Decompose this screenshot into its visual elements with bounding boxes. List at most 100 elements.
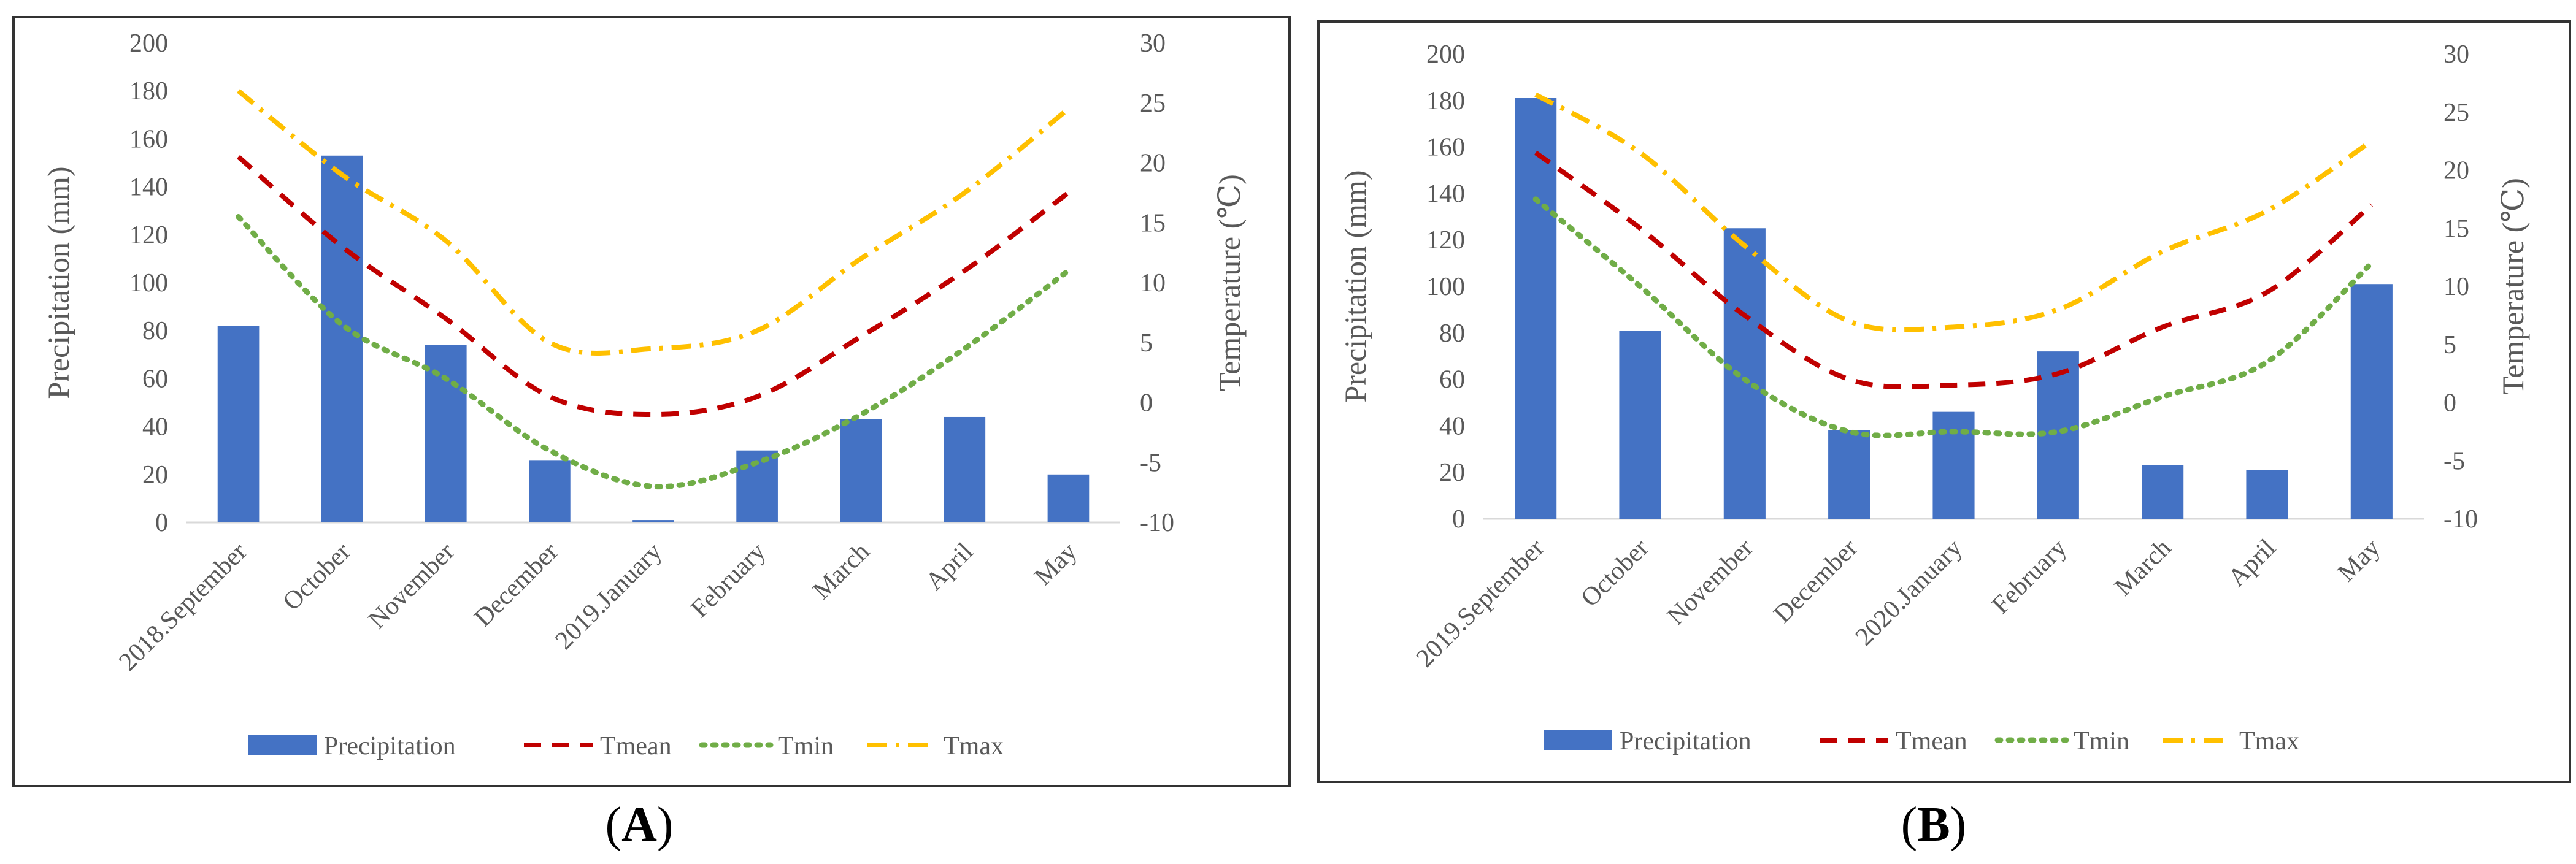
precipitation-bar xyxy=(2350,284,2393,519)
x-tick-label: November xyxy=(363,538,460,635)
y-tick-label: 140 xyxy=(1426,180,1465,208)
y2-tick-label: -10 xyxy=(2443,505,2478,533)
precipitation-bar xyxy=(944,416,986,522)
y-tick-label: 120 xyxy=(1426,226,1465,254)
y-tick-label: 40 xyxy=(142,413,168,442)
chart-panel-b: 0 20 40 60 80 100 120 140 160 180 200 -10 -5 0 5 10 15 20… xyxy=(1317,20,2571,783)
chart-a-svg: 0 20 40 60 80 100 120 140 160 180 200 -10 -5 0 5 10 15 20… xyxy=(41,29,1247,760)
x-tick-label: March xyxy=(807,538,875,605)
precipitation-bar xyxy=(1515,98,1557,519)
y-tick-label: 80 xyxy=(1439,319,1465,348)
y2-tick-label: -5 xyxy=(1140,449,1161,477)
y-tick-label: 160 xyxy=(129,125,168,153)
y2-tick-label: 15 xyxy=(2443,215,2469,243)
y2-tick-label: 20 xyxy=(1140,150,1166,178)
tmin-line xyxy=(236,213,1071,490)
x-tick-label: 2020.January xyxy=(1850,534,1968,652)
x-tick-label: 2019.September xyxy=(1411,534,1550,673)
x-tick-label: February xyxy=(1986,534,2072,620)
precipitation-bar xyxy=(632,520,674,522)
y2-axis-title: Temperature (℃) xyxy=(2496,178,2530,395)
y2-tick-label: 30 xyxy=(2443,40,2469,69)
y2-tick-label: 25 xyxy=(2443,99,2469,127)
legend-label-tmax: Tmax xyxy=(944,732,1004,760)
legend-swatch-precipitation xyxy=(248,735,317,755)
x-tick-label: December xyxy=(469,538,564,633)
chart-panel-a: 0 20 40 60 80 100 120 140 160 180 200 -10 -5 0 5 10 15 20… xyxy=(12,16,1291,787)
legend-label-precipitation: Precipitation xyxy=(324,732,456,760)
x-tick-label: April xyxy=(920,538,978,596)
precipitation-bar xyxy=(217,326,260,522)
tmin-line xyxy=(1532,196,2375,438)
precipitation-bar xyxy=(1828,430,1870,519)
tmean-line xyxy=(236,155,1070,418)
x-tick-label: April xyxy=(2223,534,2281,592)
y2-tick-label: 20 xyxy=(2443,157,2469,185)
legend-swatch-precipitation xyxy=(1544,730,1612,750)
panel-label-a: (A) xyxy=(605,798,674,852)
precipitation-bar xyxy=(425,345,467,522)
legend-label-tmean: Tmean xyxy=(600,732,672,760)
y2-tick-label: 10 xyxy=(2443,273,2469,301)
y-tick-label: 60 xyxy=(1439,366,1465,394)
y-tick-label: 0 xyxy=(1452,505,1465,533)
y2-tick-label: 0 xyxy=(2443,389,2456,418)
precipitation-bar xyxy=(1047,474,1090,522)
legend-label-tmean: Tmean xyxy=(1896,727,1967,755)
x-tick-label: 2018.September xyxy=(113,538,252,676)
x-tick-label: May xyxy=(2332,534,2386,587)
y2-tick-label: 25 xyxy=(1140,90,1166,118)
y2-tick-label: 0 xyxy=(1140,389,1153,418)
y-axis-title: Precipitation (mm) xyxy=(41,166,75,399)
y-tick-label: 140 xyxy=(129,174,168,202)
y2-tick-label: 10 xyxy=(1140,269,1166,297)
y2-tick-label: 15 xyxy=(1140,209,1166,237)
x-tick-label: 2019.January xyxy=(550,538,667,656)
y-tick-label: 180 xyxy=(1426,87,1465,115)
y-tick-label: 160 xyxy=(1426,134,1465,162)
x-tick-label: March xyxy=(2109,534,2177,602)
x-tick-label: December xyxy=(1769,534,1864,629)
x-tick-label: October xyxy=(278,538,356,616)
x-tick-label: May xyxy=(1029,538,1083,591)
y2-tick-label: 30 xyxy=(1140,29,1166,58)
tmax-line xyxy=(237,89,1070,356)
y-tick-label: 100 xyxy=(1426,273,1465,301)
y2-tick-label: 5 xyxy=(1140,329,1153,357)
legend-label-tmin: Tmin xyxy=(778,732,834,760)
y-tick-label: 200 xyxy=(129,29,168,58)
panel-label-b: (B) xyxy=(1901,798,1967,852)
x-tick-label: February xyxy=(685,538,771,624)
y-axis-title: Precipitation (mm) xyxy=(1338,170,1372,402)
y-tick-label: 180 xyxy=(129,77,168,105)
legend-label-tmin: Tmin xyxy=(2074,727,2129,755)
precipitation-bar xyxy=(1932,411,1975,519)
y-tick-label: 120 xyxy=(129,221,168,250)
precipitation-bar xyxy=(2142,465,2184,519)
precipitation-bar xyxy=(2246,470,2288,519)
legend-label-precipitation: Precipitation xyxy=(1620,727,1751,755)
y2-tick-label: -5 xyxy=(2443,447,2465,475)
y-tick-label: 100 xyxy=(129,269,168,297)
legend-label-tmax: Tmax xyxy=(2239,727,2299,755)
precipitation-bar xyxy=(321,155,363,522)
precipitation-bar xyxy=(1619,331,1661,519)
y2-tick-label: 5 xyxy=(2443,331,2456,359)
x-tick-label: October xyxy=(1575,534,1654,613)
chart-b-svg: 0 20 40 60 80 100 120 140 160 180 200 -10 -5 0 5 10 15 20… xyxy=(1338,40,2530,755)
y-tick-label: 60 xyxy=(142,365,168,393)
precipitation-bar xyxy=(529,460,571,522)
y-tick-label: 200 xyxy=(1426,40,1465,69)
y-tick-label: 20 xyxy=(1439,459,1465,487)
tmax-line xyxy=(1534,92,2374,333)
y2-axis-title: Temperature (℃) xyxy=(1212,174,1247,391)
precipitation-bar xyxy=(840,419,882,522)
y-tick-label: 80 xyxy=(142,317,168,345)
y-tick-label: 0 xyxy=(155,509,168,537)
tmean-line xyxy=(1534,150,2374,390)
y2-tick-label: -10 xyxy=(1140,509,1174,537)
y-tick-label: 20 xyxy=(142,461,168,489)
y-tick-label: 40 xyxy=(1439,412,1465,440)
x-tick-label: November xyxy=(1662,534,1759,631)
precipitation-bar xyxy=(1723,228,1766,519)
